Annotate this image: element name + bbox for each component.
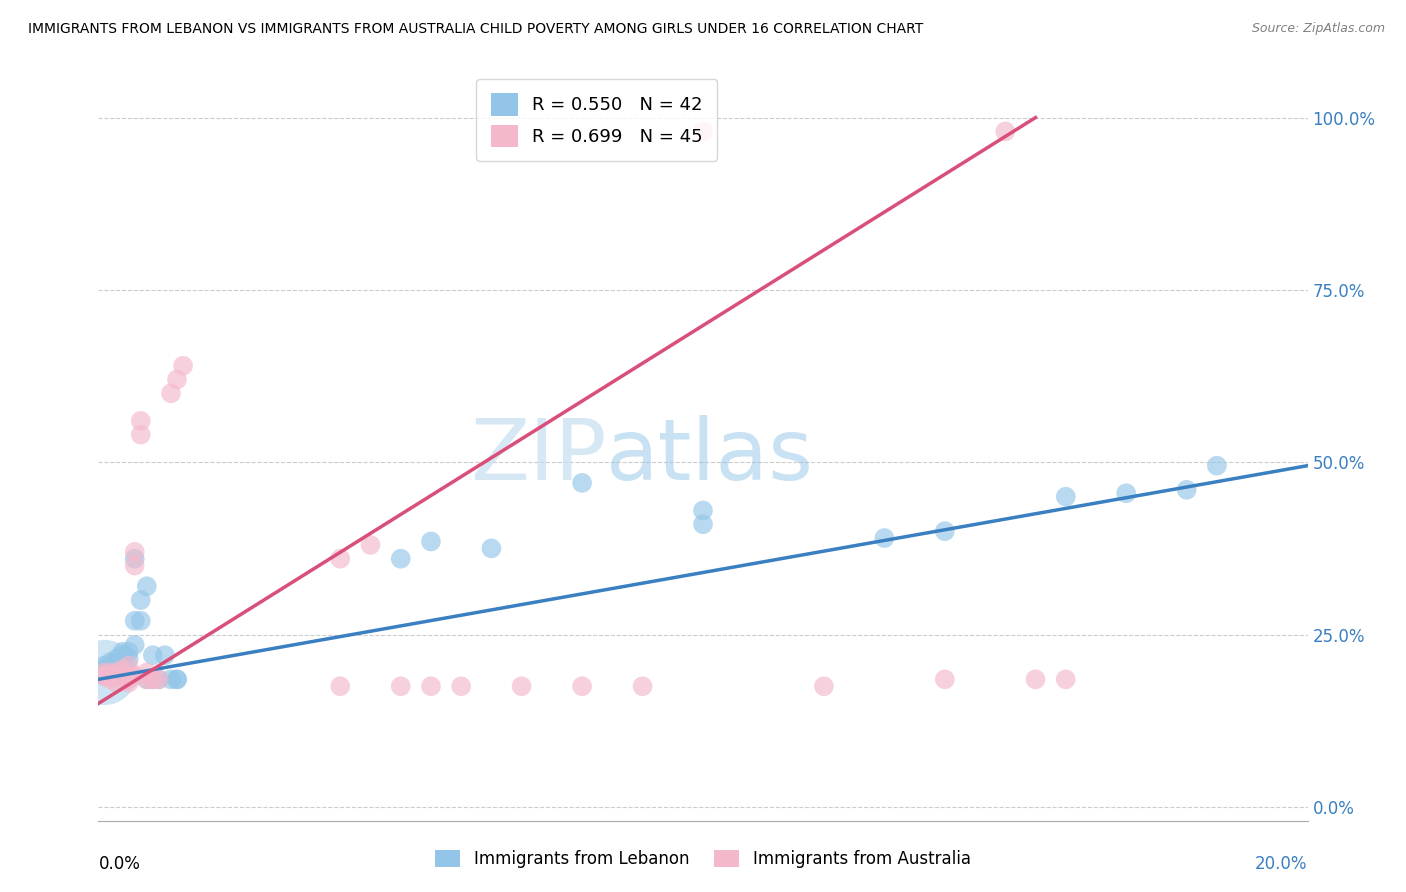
Point <box>934 524 956 538</box>
Legend: Immigrants from Lebanon, Immigrants from Australia: Immigrants from Lebanon, Immigrants from… <box>429 843 977 875</box>
Point <box>571 679 593 693</box>
Point <box>111 662 134 676</box>
Point <box>100 669 122 683</box>
Point <box>105 651 128 665</box>
Point <box>692 124 714 138</box>
Point <box>93 665 115 680</box>
Point <box>510 679 533 693</box>
Point <box>166 673 188 687</box>
Point <box>100 669 122 683</box>
Point <box>93 665 115 680</box>
Point <box>994 124 1017 138</box>
Point <box>105 655 128 669</box>
Text: 0.0%: 0.0% <box>98 855 141 872</box>
Point <box>166 372 188 386</box>
Point <box>160 386 183 401</box>
Point <box>93 669 115 683</box>
Point <box>105 665 128 680</box>
Point <box>129 427 152 442</box>
Point <box>389 551 412 566</box>
Point <box>420 534 443 549</box>
Point <box>124 638 146 652</box>
Point <box>813 679 835 693</box>
Point <box>1054 673 1077 687</box>
Point <box>1054 490 1077 504</box>
Point <box>100 665 122 680</box>
Point <box>1115 486 1137 500</box>
Text: IMMIGRANTS FROM LEBANON VS IMMIGRANTS FROM AUSTRALIA CHILD POVERTY AMONG GIRLS U: IMMIGRANTS FROM LEBANON VS IMMIGRANTS FR… <box>28 22 924 37</box>
Point <box>142 673 165 687</box>
Point <box>111 655 134 669</box>
Point <box>360 538 382 552</box>
Point <box>481 541 503 556</box>
Text: 20.0%: 20.0% <box>1256 855 1308 872</box>
Point <box>135 673 157 687</box>
Point <box>153 648 176 663</box>
Text: Source: ZipAtlas.com: Source: ZipAtlas.com <box>1251 22 1385 36</box>
Point <box>100 665 122 680</box>
Point <box>1024 673 1046 687</box>
Point <box>934 673 956 687</box>
Point <box>124 545 146 559</box>
Point <box>135 579 157 593</box>
Point <box>118 651 141 665</box>
Point <box>329 679 352 693</box>
Point <box>692 517 714 532</box>
Point <box>93 669 115 683</box>
Point <box>1206 458 1229 473</box>
Point <box>118 673 141 687</box>
Point <box>124 551 146 566</box>
Point <box>100 662 122 676</box>
Point <box>111 645 134 659</box>
Point <box>142 673 165 687</box>
Point <box>111 669 134 683</box>
Point <box>135 673 157 687</box>
Text: ZIP: ZIP <box>470 415 606 499</box>
Point <box>100 673 122 687</box>
Point <box>118 658 141 673</box>
Point <box>172 359 194 373</box>
Point <box>873 531 896 545</box>
Point <box>118 669 141 683</box>
Point <box>111 669 134 683</box>
Point <box>118 675 141 690</box>
Point <box>160 673 183 687</box>
Point <box>124 558 146 573</box>
Point <box>100 655 122 669</box>
Point <box>111 648 134 663</box>
Point <box>129 593 152 607</box>
Point <box>571 475 593 490</box>
Point <box>420 679 443 693</box>
Point <box>129 414 152 428</box>
Point <box>631 679 654 693</box>
Point <box>105 665 128 680</box>
Point <box>118 645 141 659</box>
Point <box>105 669 128 683</box>
Point <box>1175 483 1198 497</box>
Point <box>450 679 472 693</box>
Point <box>329 551 352 566</box>
Point <box>124 669 146 683</box>
Point <box>142 673 165 687</box>
Point <box>148 673 170 687</box>
Point <box>124 614 146 628</box>
Point <box>148 673 170 687</box>
Text: atlas: atlas <box>606 415 814 499</box>
Point <box>389 679 412 693</box>
Point <box>129 614 152 628</box>
Point <box>93 669 115 683</box>
Point <box>135 665 157 680</box>
Point <box>105 675 128 690</box>
Point <box>93 662 115 676</box>
Point <box>111 665 134 680</box>
Point <box>93 658 115 673</box>
Point <box>142 648 165 663</box>
Point <box>96 665 118 680</box>
Point <box>166 673 188 687</box>
Point <box>692 503 714 517</box>
Point <box>93 669 115 683</box>
Legend: R = 0.550   N = 42, R = 0.699   N = 45: R = 0.550 N = 42, R = 0.699 N = 45 <box>477 79 717 161</box>
